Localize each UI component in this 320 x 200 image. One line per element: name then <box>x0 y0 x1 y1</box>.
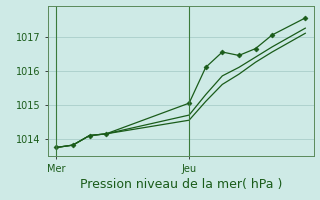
X-axis label: Pression niveau de la mer( hPa ): Pression niveau de la mer( hPa ) <box>80 178 282 191</box>
